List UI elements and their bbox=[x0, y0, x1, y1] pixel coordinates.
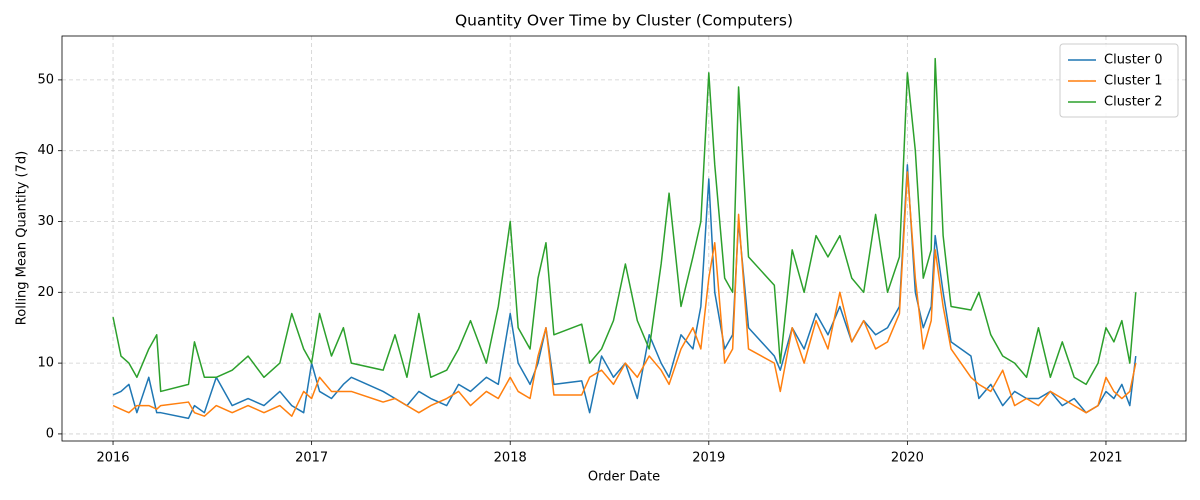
x-tick-label: 2016 bbox=[96, 451, 129, 466]
legend-box bbox=[1059, 43, 1179, 118]
x-axis-title: Order Date bbox=[588, 470, 660, 485]
legend-label: Cluster 0 bbox=[1104, 53, 1163, 68]
series-line bbox=[112, 164, 1137, 420]
y-tick-label: 20 bbox=[37, 285, 54, 300]
axes-frame bbox=[61, 35, 1187, 442]
y-tick-label: 30 bbox=[37, 214, 54, 229]
x-tick-label: 2021 bbox=[1089, 451, 1122, 466]
x-tick-label: 2019 bbox=[692, 451, 725, 466]
legend-label: Cluster 2 bbox=[1104, 95, 1163, 110]
y-tick-label: 0 bbox=[46, 426, 54, 441]
y-axis-title: Rolling Mean Quantity (7d) bbox=[15, 151, 30, 325]
y-tick-label: 50 bbox=[37, 72, 54, 87]
y-tick-label: 10 bbox=[37, 356, 54, 371]
x-tick-label: 2020 bbox=[891, 451, 924, 466]
series-line bbox=[112, 171, 1137, 417]
y-tick-label: 40 bbox=[37, 143, 54, 158]
x-tick-label: 2017 bbox=[295, 451, 328, 466]
chart-title: Quantity Over Time by Cluster (Computers… bbox=[455, 12, 793, 30]
series-line bbox=[112, 57, 1137, 393]
x-tick-label: 2018 bbox=[494, 451, 527, 466]
legend-label: Cluster 1 bbox=[1104, 74, 1163, 89]
